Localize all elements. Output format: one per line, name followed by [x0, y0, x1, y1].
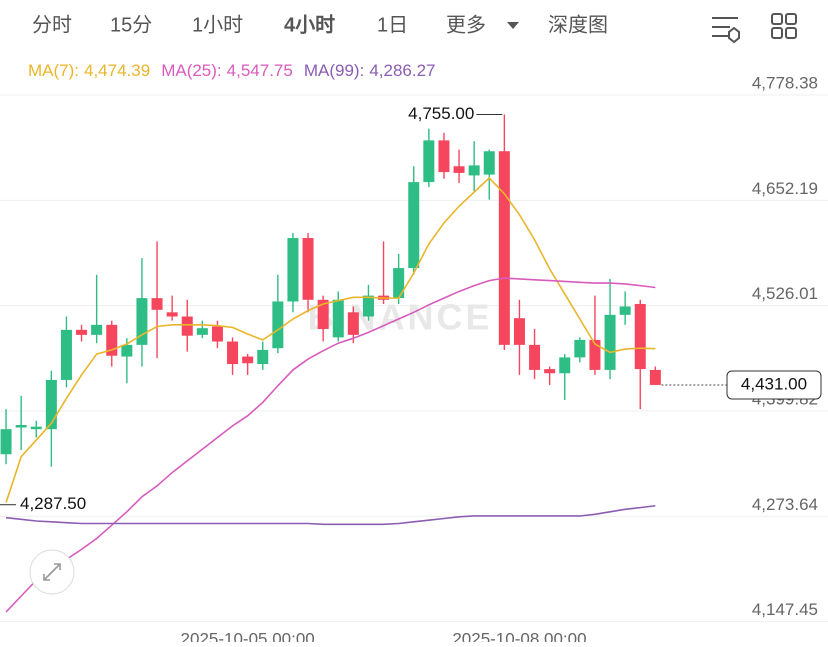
tab-bar: 分时 15分 1小时 4小时 1日 更多 深度图	[32, 13, 608, 36]
candle-body	[423, 140, 435, 183]
candle-body	[151, 298, 163, 310]
legend-value: 4,474.39	[84, 61, 150, 80]
legend-entry: MA(25): 4,547.75	[161, 61, 293, 80]
candle-body	[619, 306, 631, 315]
y-tick-label: 4,778.38	[752, 73, 818, 92]
candle-body	[106, 324, 118, 356]
candle-body	[211, 326, 223, 342]
candle-body	[302, 238, 314, 300]
candle-body	[559, 357, 571, 374]
legend-value: 4,547.75	[227, 61, 293, 80]
expand-button[interactable]	[29, 549, 75, 595]
candle-body	[453, 166, 465, 173]
candle-body	[121, 344, 133, 357]
legend-value: 4,286.27	[369, 61, 435, 80]
candle-body	[272, 301, 284, 349]
toolbar-icons	[712, 13, 797, 44]
legend-name: MA(7):	[28, 61, 79, 80]
ma-line	[5, 176, 656, 503]
price-label: 4,431.00	[741, 374, 807, 393]
overlay: 4,755.00 4,287.50 4,431.00	[0, 104, 822, 513]
candle-body	[136, 298, 148, 345]
legend-entry: MA(7): 4,474.39	[28, 61, 150, 80]
ma-line	[5, 504, 656, 526]
candle-body	[362, 295, 374, 317]
tab[interactable]: 15分	[110, 13, 152, 36]
y-tick-label: 4,526.01	[752, 284, 818, 303]
candle-body	[513, 318, 525, 345]
candle-body	[574, 339, 586, 358]
candle-body	[483, 151, 495, 175]
candle-body	[45, 379, 57, 430]
candle-body	[30, 426, 42, 430]
candle-body	[468, 165, 480, 176]
candle-body	[332, 299, 344, 338]
candle-body	[196, 328, 208, 335]
tab[interactable]: 4小时	[284, 13, 335, 36]
candle-body	[393, 268, 405, 299]
low-label: 4,287.50	[20, 494, 86, 513]
tab[interactable]: 1小时	[192, 13, 243, 36]
candle-body	[347, 312, 359, 335]
candle-body	[438, 140, 450, 173]
candle-body	[287, 238, 299, 302]
x-tick-label: 2025-10-08 00:00	[452, 629, 586, 642]
plot	[0, 114, 661, 613]
candle-body	[498, 151, 510, 345]
candle-body	[242, 356, 254, 364]
tab[interactable]: 更多	[446, 13, 486, 36]
y-tick-label: 4,273.64	[752, 495, 818, 514]
high-label: 4,755.00	[408, 104, 474, 123]
candle-body	[91, 324, 103, 335]
candle-body	[529, 344, 541, 370]
tab[interactable]: 1日	[377, 14, 408, 36]
grid: 4,147.454,273.644,399.824,526.014,652.19…	[0, 73, 828, 647]
candle-body	[0, 429, 12, 455]
tab[interactable]: 分时	[32, 13, 72, 36]
candle-body	[166, 312, 178, 317]
candle-body	[589, 339, 601, 370]
candle-body	[408, 182, 420, 269]
candle-body	[76, 329, 88, 335]
price-box	[726, 370, 822, 400]
candle-body	[15, 425, 27, 428]
candle-body	[181, 316, 193, 336]
y-tick-label: 4,652.19	[752, 179, 818, 198]
candle-body	[544, 369, 556, 374]
dropdown-arrow	[507, 22, 519, 29]
y-tick-label: 4,147.45	[752, 600, 818, 619]
candle-body	[649, 369, 661, 385]
candle-body	[317, 299, 329, 330]
candle-body	[257, 349, 269, 365]
candle-body	[634, 303, 646, 370]
candle-body	[604, 314, 616, 370]
x-tick-label: 2025-10-05 00:00	[181, 629, 315, 642]
tab[interactable]: 深度图	[548, 13, 608, 36]
legend: MA(7): 4,474.39 MA(25): 4,547.75 MA(99): 4,28…	[28, 61, 436, 80]
candle-body	[60, 329, 72, 380]
legend-entry: MA(99): 4,286.27	[304, 61, 436, 80]
legend-name: MA(25):	[161, 61, 221, 80]
candle-body	[227, 341, 239, 365]
legend-name: MA(99):	[304, 61, 364, 80]
